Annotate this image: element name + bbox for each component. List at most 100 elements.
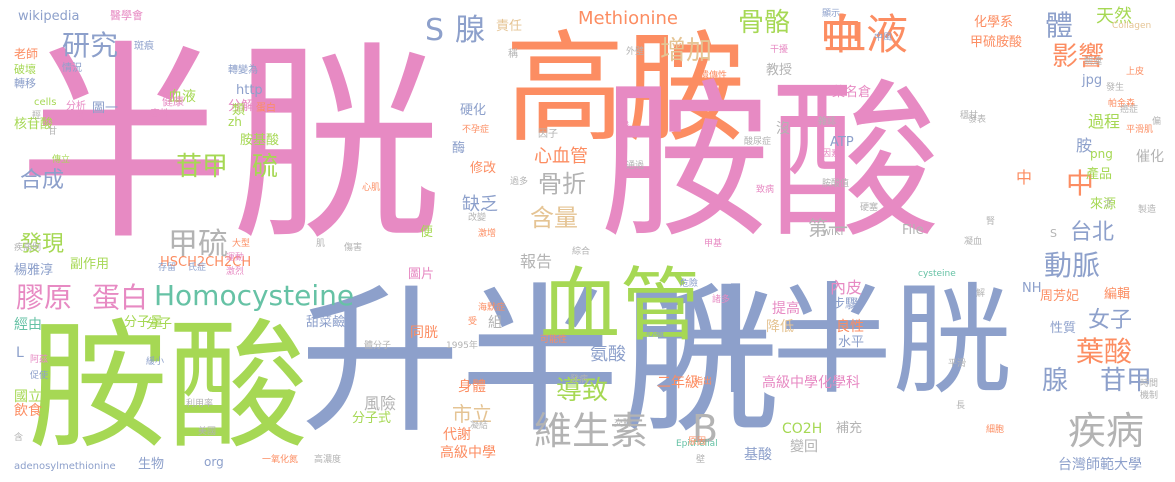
word: 減少: [74, 113, 94, 124]
word: wikipedia: [18, 9, 80, 24]
word: 綜合: [572, 247, 591, 257]
word: 變回: [790, 439, 818, 455]
word: 組: [488, 315, 502, 331]
word: 產品: [1086, 167, 1113, 182]
word: Methionine: [578, 8, 678, 29]
word: 疾病例: [14, 243, 42, 253]
word: 內皮: [830, 278, 863, 297]
word: 飲食: [14, 403, 42, 419]
word: 導致: [556, 376, 609, 406]
word: 過多: [510, 177, 529, 187]
word: 蛋白: [256, 103, 276, 114]
word: 體: [1045, 9, 1074, 42]
word: 胺基酸: [240, 133, 280, 148]
word: 經由: [14, 317, 42, 333]
word: 斑痕: [134, 41, 154, 52]
word: 運動: [226, 253, 245, 263]
word: 硬化: [460, 103, 487, 118]
word: 水平: [838, 335, 865, 350]
word: 指出: [694, 377, 713, 387]
word: 台北: [1070, 220, 1115, 245]
word: 1995年: [446, 341, 478, 351]
word: 骨骼: [738, 8, 791, 38]
word: 酶: [452, 141, 466, 156]
word: 維生素: [534, 409, 649, 453]
word: 高級中學化學科: [762, 375, 860, 391]
word: 責任: [496, 19, 523, 34]
word: 天然: [1096, 6, 1132, 27]
word: 升半胱: [652, 272, 1012, 411]
word: 高濃度: [314, 455, 342, 465]
word: 含量: [530, 204, 578, 232]
word: 甘: [48, 127, 58, 137]
word: 風險: [364, 394, 397, 413]
word: 心血管: [534, 146, 588, 167]
word: 激烈: [226, 267, 245, 277]
word: 胺酸: [600, 64, 941, 262]
word: 原因: [688, 437, 707, 447]
word: 增加: [660, 36, 713, 66]
word: 苷甲: [176, 152, 229, 182]
word: 市立: [452, 402, 492, 426]
word: 缺乏: [462, 194, 498, 215]
word: 合成: [20, 168, 65, 193]
word: 教授: [766, 63, 793, 78]
word: 阿茲: [30, 355, 49, 365]
word: 製造: [1138, 205, 1157, 215]
word: ATP: [830, 135, 854, 150]
word: 中風: [874, 33, 893, 43]
word: 圖一: [92, 101, 119, 116]
word: Epithelial: [676, 439, 718, 449]
word: 分子量: [124, 315, 164, 330]
word: 傷害: [344, 243, 363, 253]
word: 破壞: [14, 63, 36, 76]
word: 危險: [680, 279, 699, 289]
word: 生物: [138, 457, 165, 472]
word: 存留: [158, 263, 177, 273]
word: jpg: [1082, 73, 1103, 88]
word: 改變: [468, 213, 487, 223]
word: 疾病: [1068, 409, 1145, 453]
word: 癌症: [1120, 105, 1139, 115]
word: 毒性: [150, 109, 170, 120]
word: 苷甲: [1100, 366, 1153, 396]
word: 半胱: [18, 22, 442, 269]
word: CO2H: [782, 421, 823, 437]
word: 遺傳性: [700, 71, 728, 81]
word: 台灣師範大學: [1058, 457, 1142, 473]
word: http: [236, 83, 263, 98]
word: 女子: [1088, 308, 1133, 333]
word: 胺酸: [28, 306, 309, 469]
word: 激增: [478, 229, 497, 239]
word: 上皮: [1126, 67, 1145, 77]
word: 甲基: [704, 239, 723, 249]
word: 腺: [455, 13, 485, 48]
word: 醫學會: [110, 9, 143, 22]
word: 轉變為: [228, 65, 258, 76]
word: L: [16, 345, 24, 361]
word: 動脈: [1044, 249, 1101, 282]
word: 影響: [1052, 42, 1105, 72]
word: 外壁: [626, 47, 645, 57]
word: 體分子: [364, 341, 392, 351]
word: 可能性: [540, 335, 568, 345]
word: 身體: [458, 379, 486, 395]
word: 發現: [20, 232, 65, 257]
word: 提高: [772, 301, 800, 317]
word: 甲硫胺酸: [970, 35, 1023, 50]
word: 受: [468, 317, 478, 327]
word: 發表: [968, 115, 987, 125]
word: png: [1090, 147, 1113, 161]
word: 壁: [696, 455, 706, 465]
word: 研究: [62, 29, 119, 62]
word: 利用率: [186, 399, 214, 409]
word: 催化: [1136, 149, 1164, 165]
word: wiki: [822, 225, 844, 238]
word: 交聯: [614, 419, 633, 429]
word: 基酸: [744, 447, 772, 463]
word: 氏症: [188, 263, 207, 273]
word: 甲硫: [168, 227, 228, 262]
word: 情況: [62, 63, 82, 74]
word: 分析: [66, 101, 86, 112]
